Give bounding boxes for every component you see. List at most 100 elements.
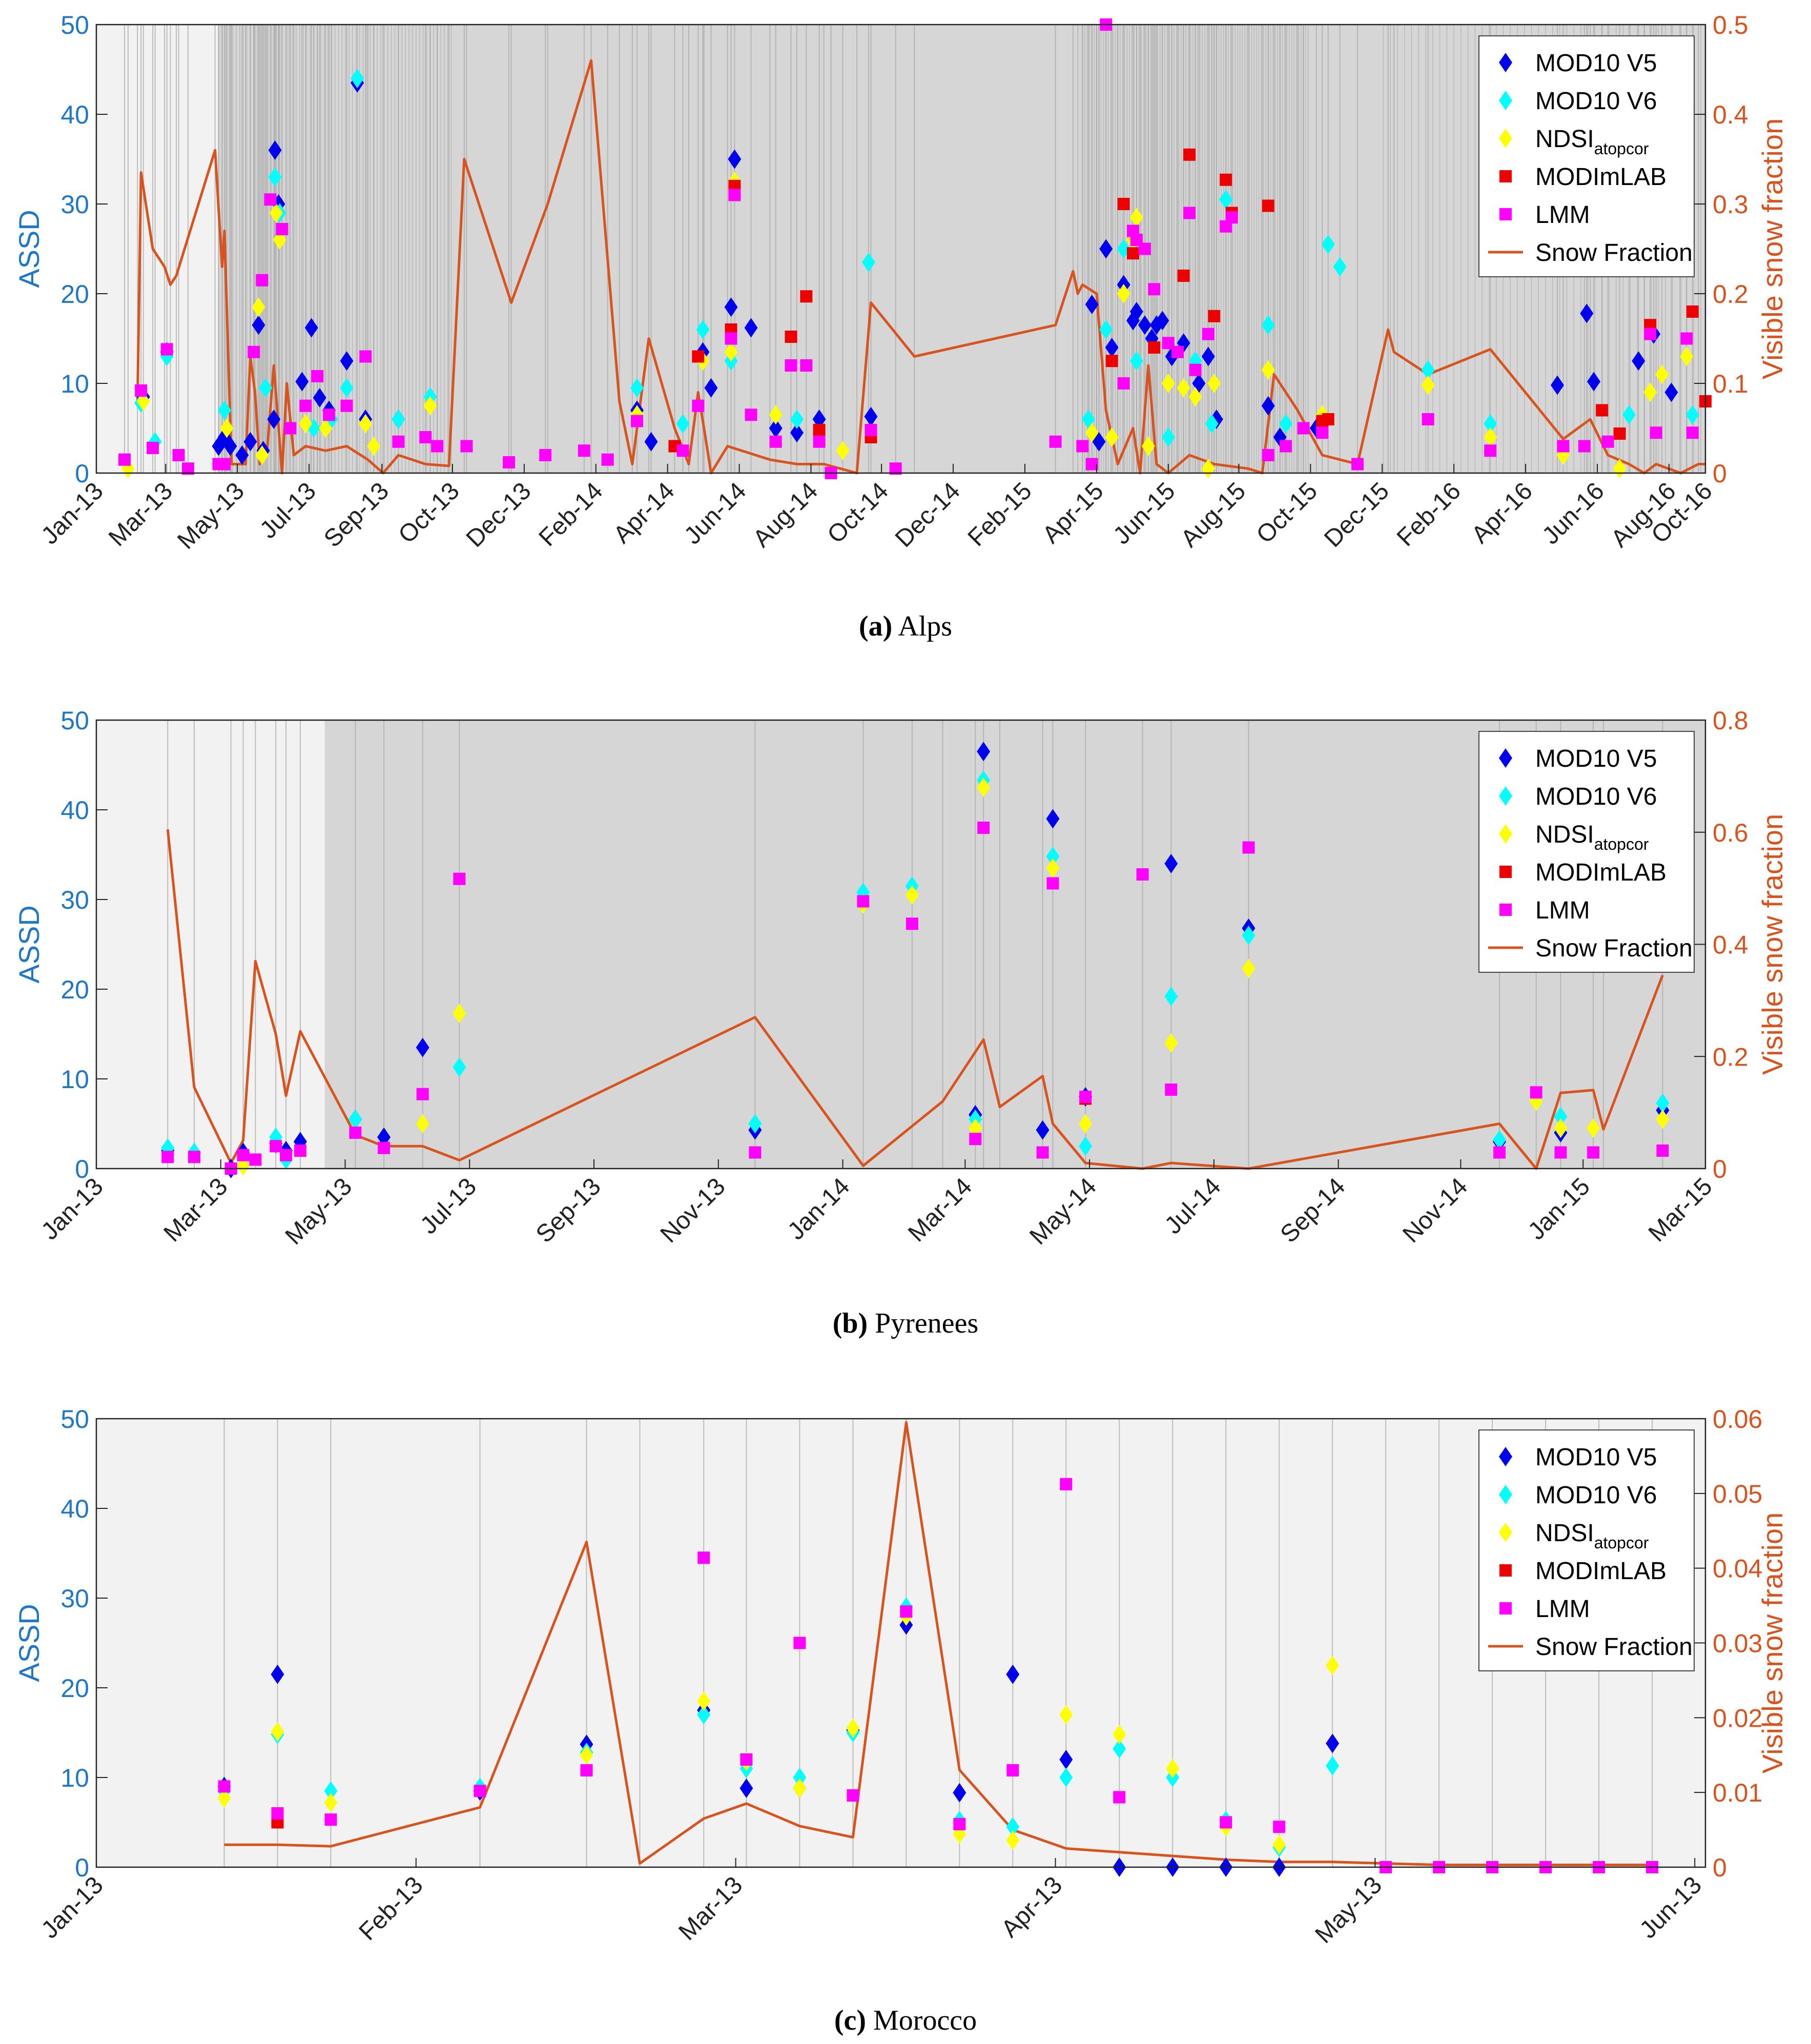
lmm-point — [1076, 440, 1089, 453]
ndsi-point — [1006, 1830, 1020, 1850]
mod10v5-point — [790, 423, 804, 443]
legend-lmm: LMM — [1535, 201, 1590, 229]
y-tick-label: 40 — [60, 100, 89, 129]
dark-region — [96, 25, 1705, 473]
lmm-point — [1183, 207, 1196, 219]
y-tick-label: 0 — [75, 1853, 89, 1882]
lmm-point — [847, 1789, 859, 1802]
ndsi-point — [1085, 423, 1099, 443]
mod10v5-point — [1129, 302, 1143, 321]
lmm-point — [745, 408, 757, 421]
mod10v5-point — [1664, 382, 1678, 402]
mod10v5-point — [724, 297, 738, 317]
panel-morocco: 0 10 20 30 40 50 0 0.01 0.02 0.03 0.04 0.05 0.06 ASSD… — [13, 1405, 1788, 2036]
legend-swatch — [1499, 1447, 1512, 1466]
y-tick-label: 0 — [75, 459, 89, 488]
mod10v6-point — [748, 1114, 762, 1134]
mod10v5-point — [1201, 346, 1215, 366]
lmm-point — [237, 1149, 250, 1161]
ndsi-point — [1554, 1118, 1568, 1138]
y-axis-label: ASSD — [13, 210, 45, 288]
mod10v5-point — [295, 372, 309, 392]
mod10v5-point — [268, 140, 282, 160]
lmm-point — [294, 1144, 306, 1157]
lmm-point — [1644, 328, 1657, 340]
lmm-point — [1680, 332, 1693, 345]
ndsi-point — [1166, 1759, 1180, 1779]
y-tick-label: 0 — [75, 1155, 89, 1183]
lmm-point — [1280, 440, 1292, 453]
lmm-point — [188, 1151, 201, 1163]
legend-modimlab: MODImLAB — [1535, 859, 1666, 886]
modimlab-point — [1686, 305, 1699, 318]
plot-frame — [95, 24, 1706, 474]
mod10v6-point — [1006, 1817, 1020, 1837]
ndsi-point — [905, 885, 919, 905]
legend-swatch — [1499, 904, 1512, 916]
y2-tick-label: 0.04 — [1713, 1555, 1762, 1583]
y2-tick-label: 0 — [1713, 1853, 1727, 1882]
snow-fraction-line — [166, 829, 1664, 1170]
lmm-point — [785, 359, 797, 372]
legend-swatch — [1499, 129, 1512, 148]
mod10v6-point — [452, 1057, 466, 1077]
modimlab-point — [1322, 413, 1334, 425]
mod10v5-point — [1099, 239, 1113, 259]
y-tick-label: 10 — [60, 1764, 89, 1792]
mod10v6-point — [259, 378, 273, 398]
mod10v5-point — [235, 445, 249, 465]
mod10v5-point — [1059, 1750, 1073, 1769]
y2-tick-label: 0 — [1713, 459, 1727, 488]
y-tick-label: 20 — [60, 280, 89, 309]
lmm-point — [900, 1605, 913, 1618]
legend-swatch — [1499, 748, 1512, 768]
lmm-point — [692, 399, 705, 412]
lmm-point — [1242, 841, 1255, 854]
lmm-point — [725, 332, 737, 345]
lmm-point — [1273, 1821, 1286, 1833]
panel-alps: 0 10 20 30 40 50 0 0.1 0.2 0.3 0.4 0.5 ASSD Visible s… — [13, 11, 1788, 642]
ndsi-point — [1656, 1109, 1670, 1129]
legend-ndsi: NDSIatopcor — [1535, 1520, 1649, 1552]
y2-tick-label: 0.3 — [1713, 190, 1748, 219]
modimlab-point — [1262, 199, 1274, 212]
mod10v5-point — [340, 351, 354, 371]
mod10v5-point — [1036, 1120, 1049, 1140]
mod10v5-point — [1261, 396, 1275, 416]
legend-swatch — [1499, 1485, 1512, 1504]
mod10v6-point — [1656, 1093, 1670, 1113]
ndsi-point — [1421, 375, 1435, 395]
modimlab-point — [1148, 341, 1161, 354]
lmm-point — [1220, 1816, 1232, 1829]
caption-text: Alps — [892, 610, 952, 642]
mod10v6-point — [1219, 190, 1233, 210]
legend-swatch — [1499, 866, 1512, 878]
y2-tick-label: 0.4 — [1713, 931, 1748, 959]
mod10v5-point — [977, 742, 991, 762]
y2-tick-label: 0.2 — [1713, 1043, 1748, 1071]
mod10v6-point — [1493, 1130, 1507, 1150]
lmm-point — [1049, 435, 1062, 448]
legend-lmm: LMM — [1535, 897, 1590, 924]
mod10v5-point — [1164, 854, 1178, 873]
ndsi-point — [299, 414, 313, 434]
y-tick-label: 30 — [60, 190, 89, 219]
legend: MOD10 V5 MOD10 V6 NDSIatopcor MODImLAB LMM Sn… — [1478, 731, 1695, 973]
mod10v6-point — [218, 400, 232, 420]
ndsi-point — [1655, 364, 1669, 384]
legend-ndsi: NDSIatopcor — [1535, 126, 1649, 158]
legend-ndsi: NDSIatopcor — [1535, 821, 1649, 853]
modimlab-point — [1613, 427, 1626, 440]
lmm-point — [953, 1818, 966, 1830]
mod10v6-point — [697, 1705, 711, 1725]
caption-text: Pyrenees — [868, 1307, 978, 1339]
y2-axis-label: Visible snow fraction — [1756, 1512, 1788, 1773]
y2-tick-label: 0.01 — [1713, 1779, 1762, 1807]
lmm-point — [218, 1780, 231, 1793]
mod10v6-point — [1129, 351, 1143, 371]
mod10v5-point — [1632, 351, 1645, 371]
lmm-point — [161, 1151, 174, 1163]
y-tick-label: 50 — [60, 11, 89, 39]
mod10v6-point — [630, 378, 644, 398]
y2-tick-label: 0.06 — [1713, 1405, 1762, 1434]
